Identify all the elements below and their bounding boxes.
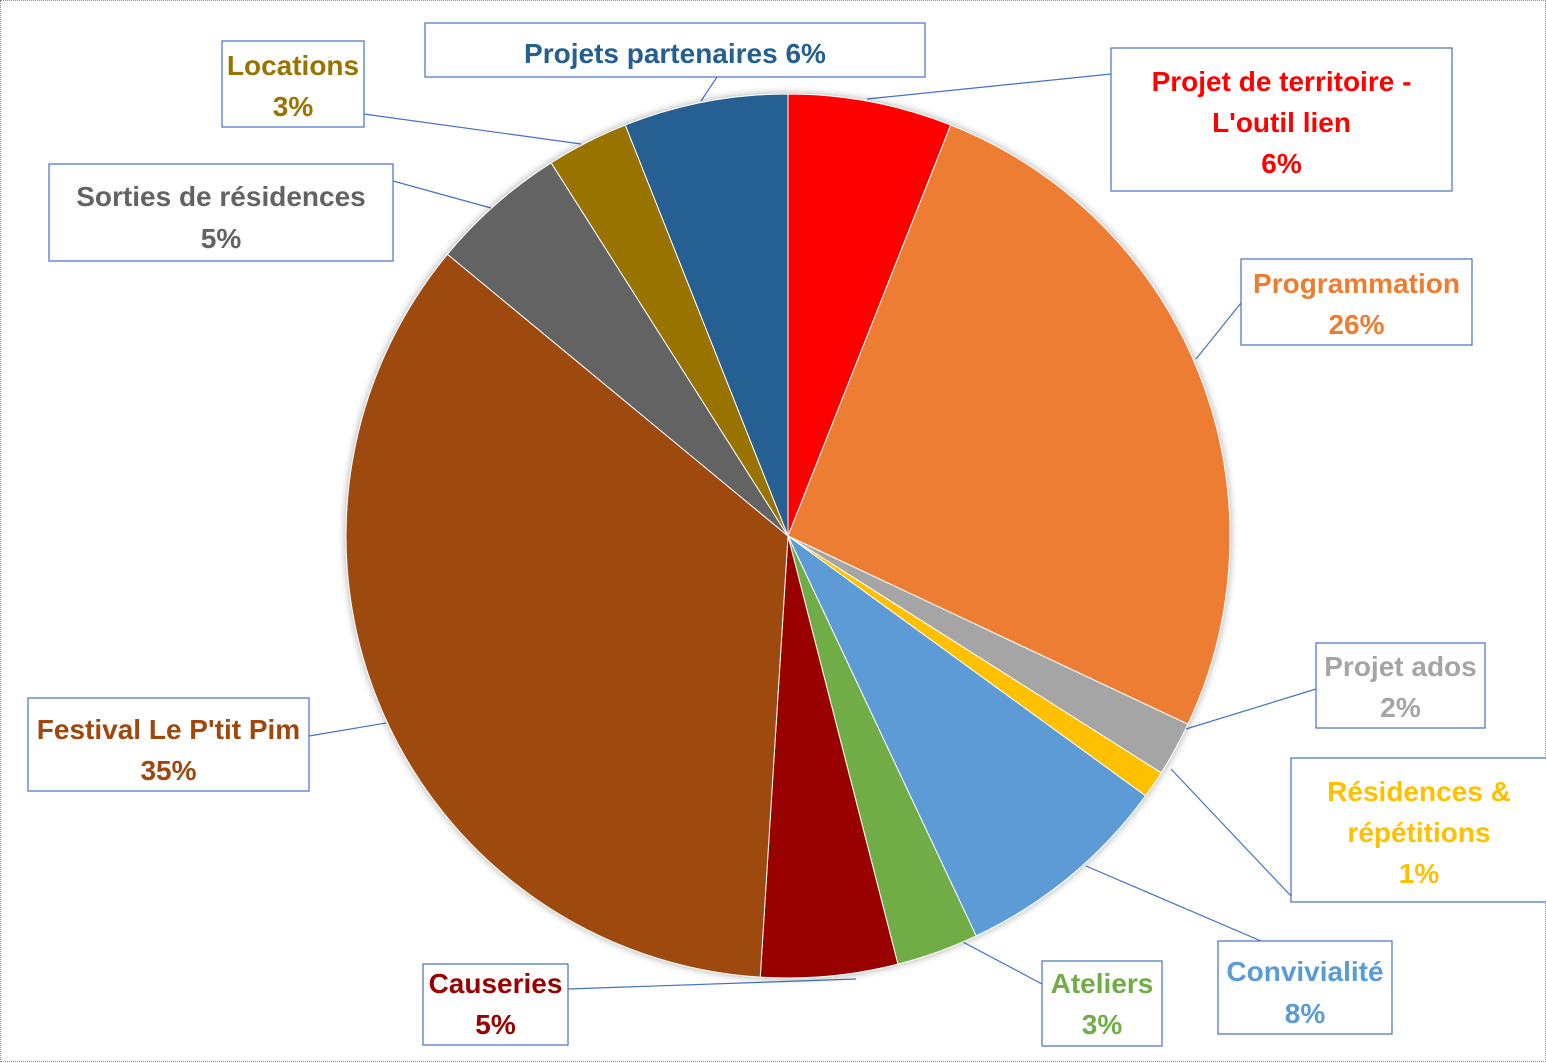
data-label-5: Convivialité 8% — [1217, 940, 1393, 1035]
data-label-4: Résidences & répétitions 1% — [1290, 757, 1546, 903]
data-label-6: Ateliers 3% — [1041, 960, 1163, 1047]
data-labels: Projet de territoire - L'outil lien 6% Prog… — [27, 22, 1546, 1047]
leader-line-9 — [392, 180, 492, 209]
data-label-1: Projet de territoire - L'outil lien 6% — [1110, 47, 1453, 192]
data-label-3: Projet ados 2% — [1315, 642, 1486, 729]
data-label-10: Locations 3% — [221, 40, 365, 128]
data-label-text: 5% — [201, 223, 242, 254]
pie-slice-1 — [787, 93, 952, 537]
data-label-text: 3% — [273, 91, 314, 122]
leader-line-2 — [1195, 302, 1242, 360]
data-label-box — [221, 40, 365, 128]
data-label-text: Résidences & — [1327, 776, 1511, 807]
data-label-text: Sorties de résidences — [76, 181, 365, 212]
data-label-text: Projet de territoire - — [1152, 66, 1412, 97]
leader-line-10 — [363, 113, 582, 145]
leader-line-3 — [1185, 688, 1317, 730]
data-label-box — [27, 697, 310, 792]
leader-line-11 — [700, 76, 718, 102]
data-label-text: 3% — [1082, 1009, 1123, 1040]
data-label-text: 35% — [140, 755, 196, 786]
data-label-2: Programmation 26% — [1240, 258, 1473, 346]
data-label-text: répétitions — [1347, 817, 1490, 848]
data-label-box — [1041, 960, 1163, 1047]
data-label-box — [1315, 642, 1486, 729]
pie-slice-2 — [787, 124, 1231, 725]
leader-line-8 — [308, 722, 387, 737]
leader-line-4 — [1170, 768, 1292, 897]
leader-line-6 — [960, 940, 1043, 985]
data-label-text: 8% — [1285, 998, 1326, 1029]
data-label-text: Locations — [227, 50, 359, 81]
data-label-7: Causeries 5% — [422, 963, 569, 1046]
leader-line-1 — [866, 73, 1112, 100]
data-label-box — [1290, 757, 1546, 903]
data-label-text: 5% — [475, 1009, 516, 1040]
data-label-8: Festival Le P'tit Pim 35% — [27, 697, 310, 792]
data-label-text: Festival Le P'tit Pim — [37, 714, 300, 745]
data-label-box — [1240, 258, 1473, 346]
data-label-text: Projets partenaires 6% — [524, 38, 826, 69]
data-label-text: L'outil lien — [1212, 107, 1351, 138]
pie-slice-5 — [787, 535, 1147, 937]
data-label-box — [48, 163, 394, 262]
data-label-9: Sorties de résidences 5% — [48, 163, 394, 262]
leader-line-7 — [567, 978, 857, 990]
data-label-text: 26% — [1328, 309, 1384, 340]
data-label-11: Projets partenaires 6% — [424, 22, 926, 78]
data-label-text: Ateliers — [1051, 968, 1154, 999]
data-label-text: Projet ados — [1324, 651, 1476, 682]
data-label-box — [424, 22, 926, 78]
leader-line-5 — [1085, 865, 1262, 942]
data-label-text: Causeries — [429, 968, 563, 999]
leader-lines — [308, 73, 1317, 990]
data-label-box — [1217, 940, 1393, 1035]
data-label-text: Convivialité — [1226, 956, 1383, 987]
data-label-box — [1110, 47, 1453, 192]
pie-slices — [345, 93, 1231, 979]
pie-slice-11 — [624, 93, 789, 537]
data-label-text: 1% — [1399, 858, 1440, 889]
pie-slice-8 — [345, 253, 789, 978]
data-label-text: 2% — [1380, 692, 1421, 723]
data-label-text: Programmation — [1253, 268, 1460, 299]
data-label-text: 6% — [1261, 148, 1302, 179]
data-label-box — [422, 963, 569, 1046]
